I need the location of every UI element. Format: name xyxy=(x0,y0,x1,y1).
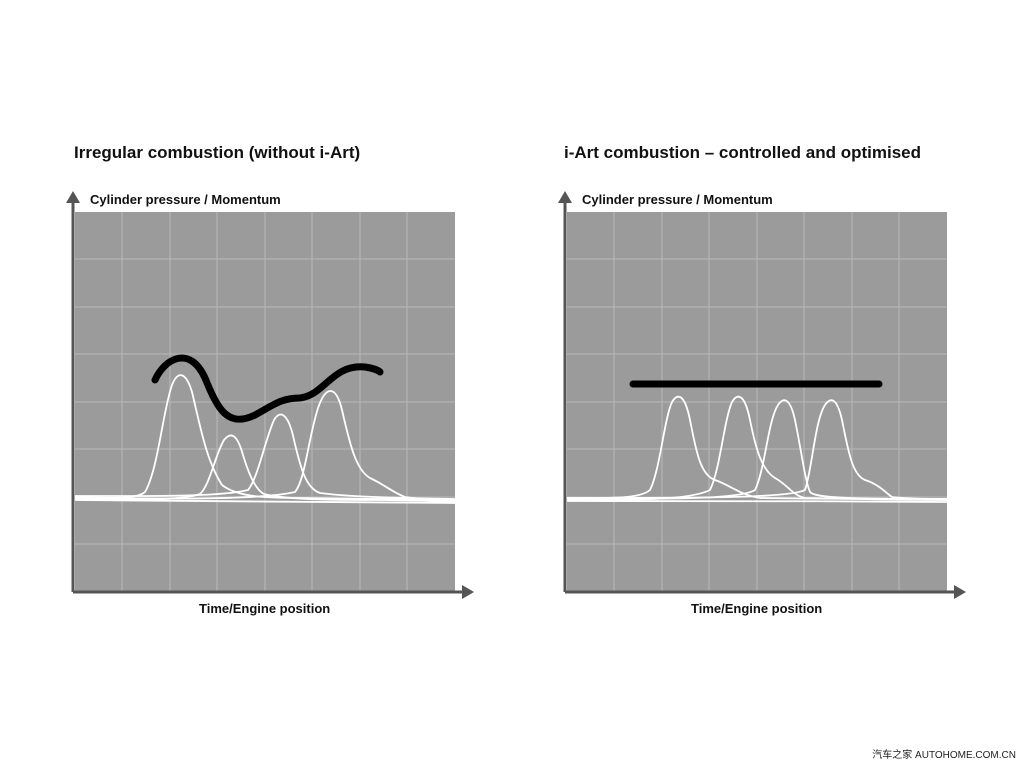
left-momentum-curve xyxy=(151,354,384,423)
left-y-axis-label: Cylinder pressure / Momentum xyxy=(90,192,281,207)
right-axes xyxy=(558,191,966,599)
left-pressure-curves xyxy=(74,374,456,504)
right-panel xyxy=(558,191,966,599)
right-panel-title: i-Art combustion – controlled and optimi… xyxy=(564,143,922,162)
left-x-axis-arrow-icon xyxy=(462,585,474,599)
right-x-axis-label: Time/Engine position xyxy=(691,601,823,616)
left-axes xyxy=(66,191,474,599)
left-x-axis-label: Time/Engine position xyxy=(199,601,331,616)
left-panel xyxy=(66,191,474,599)
watermark: 汽车之家 AUTOHOME.COM.CN xyxy=(872,750,1016,761)
right-y-axis-label: Cylinder pressure / Momentum xyxy=(582,192,773,207)
left-panel-title: Irregular combustion (without i-Art) xyxy=(74,143,361,162)
right-x-axis-arrow-icon xyxy=(954,585,966,599)
left-y-axis-arrow-icon xyxy=(66,191,80,203)
right-pressure-curves xyxy=(566,395,948,503)
right-y-axis-arrow-icon xyxy=(558,191,572,203)
